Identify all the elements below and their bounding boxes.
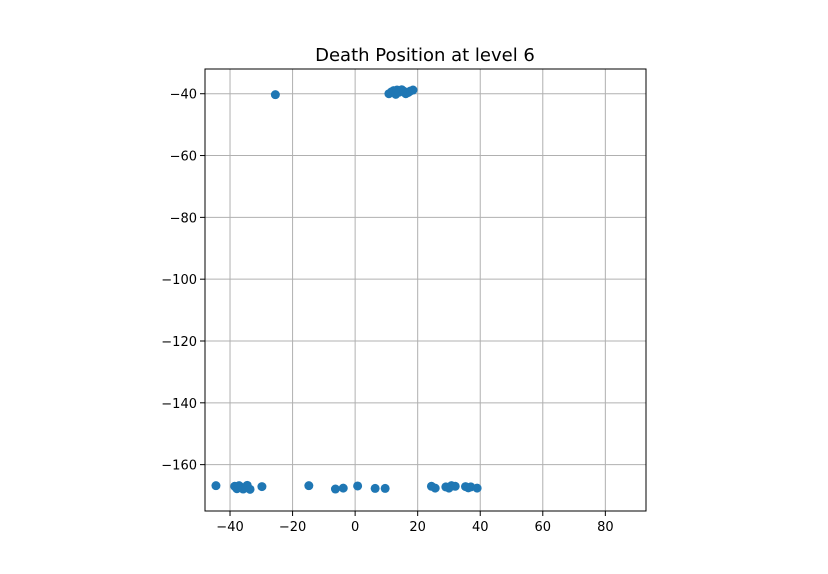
data-point	[245, 484, 255, 494]
data-point	[408, 85, 418, 95]
y-tick-label: −120	[161, 335, 197, 350]
data-point	[380, 483, 390, 493]
data-point	[304, 481, 314, 491]
axes-frame	[204, 68, 647, 512]
x-tick-label: 40	[472, 520, 489, 535]
x-tick-label: 20	[409, 520, 426, 535]
data-point	[330, 484, 340, 494]
data-point	[370, 483, 380, 493]
x-tick-label: 60	[535, 520, 552, 535]
data-point	[430, 483, 440, 493]
data-point	[257, 482, 267, 492]
x-tick-label: 0	[351, 520, 359, 535]
y-axis-ticks: −40 −60 −80 −100 −120 −140 −160	[161, 88, 205, 474]
y-tick-label: −160	[161, 459, 197, 474]
x-tick-label: −20	[279, 520, 306, 535]
x-axis-ticks: −40 −20 0 20 40 60 80	[216, 511, 614, 535]
y-tick-label: −100	[161, 273, 197, 288]
chart-title: Death Position at level 6	[315, 45, 535, 66]
data-point	[211, 481, 221, 491]
data-point	[472, 483, 482, 493]
data-points	[211, 85, 482, 494]
y-tick-label: −60	[170, 150, 197, 165]
x-tick-label: −40	[216, 520, 243, 535]
data-point	[353, 481, 363, 491]
y-tick-label: −40	[170, 88, 197, 103]
data-point	[338, 483, 348, 493]
y-tick-label: −80	[170, 211, 197, 226]
data-point	[270, 90, 280, 100]
x-tick-label: 80	[597, 520, 614, 535]
data-point	[450, 481, 460, 491]
y-tick-label: −140	[161, 397, 197, 412]
